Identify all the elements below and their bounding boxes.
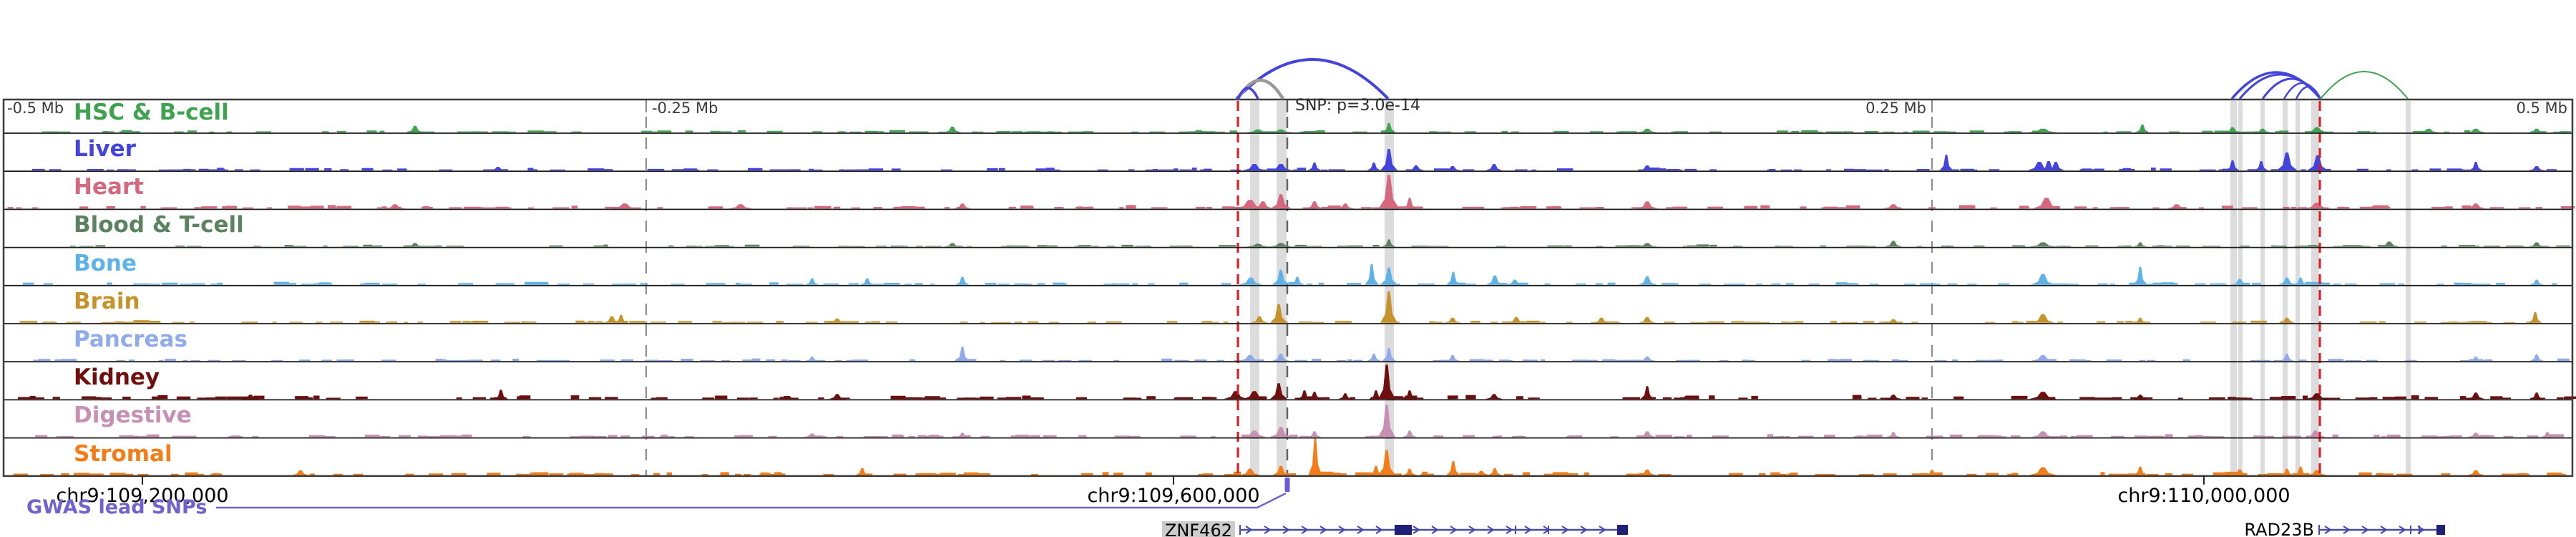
interaction-arc[interactable] [2295, 85, 2322, 100]
gene-label-znf462[interactable]: ZNF462 [1161, 521, 1235, 537]
gene-strand-arrows-RAD23B [2324, 526, 2425, 534]
highlight-band [2311, 101, 2319, 476]
signal-noise-8 [35, 434, 2564, 437]
signal-peaks-1 [489, 149, 2545, 170]
scale-label-minus-quarter: -0.25 Mb [652, 100, 718, 117]
signal-noise-2 [7, 205, 2575, 209]
signal-peaks-9 [292, 437, 2484, 475]
track-label-stromal: Stromal [74, 440, 172, 467]
track-label-hsc-b-cell: HSC & B-cell [74, 100, 229, 125]
gwas-lead-snps-label: GWAS lead SNPs [26, 496, 208, 518]
signal-noise-0 [42, 130, 2571, 132]
highlight-band [2260, 101, 2265, 476]
track-label-blood-t-cell: Blood & T-cell [74, 212, 244, 238]
scale-label-plus-quarter: 0.25 Mb [1865, 100, 1926, 117]
highlight-band [2283, 101, 2288, 476]
highlight-band [2296, 101, 2300, 476]
gene-exon-RAD23B[interactable] [2436, 525, 2445, 535]
interaction-arc[interactable] [1236, 87, 1259, 100]
track-label-kidney: Kidney [74, 364, 160, 391]
highlight-band [2238, 101, 2243, 476]
scale-label-plus-half: 0.5 Mb [2516, 100, 2567, 117]
track-label-heart: Heart [74, 174, 144, 200]
gene-label-rad23b[interactable]: RAD23B [2244, 520, 2314, 537]
gwas-pointer-line [216, 492, 1287, 509]
track-label-brain: Brain [74, 288, 140, 314]
track-label-pancreas: Pancreas [74, 326, 187, 352]
signal-noise-6 [33, 358, 2570, 362]
track-label-bone: Bone [74, 250, 137, 276]
scale-label-minus-half: -0.5 Mb [7, 100, 64, 117]
highlight-band [1277, 101, 1287, 476]
gene-exon-ZNF462[interactable] [1617, 525, 1628, 535]
signal-peaks-8 [804, 405, 2555, 437]
snp-pvalue-annotation: SNP: p=3.0e-14 [1295, 97, 1420, 115]
axis-tick-label: chr9:109,600,000 [1087, 485, 1260, 507]
highlight-band [1250, 101, 1259, 476]
axis-tick-label: chr9:110,000,000 [2117, 485, 2290, 507]
signal-noise-9 [13, 471, 2566, 475]
highlight-band [2406, 101, 2411, 476]
plot-frame [2, 98, 2574, 478]
signal-noise-3 [69, 244, 2570, 247]
gwas-snp-marker[interactable] [1284, 478, 1290, 492]
signal-peaks-2 [384, 175, 2487, 209]
track-label-liver: Liver [74, 136, 136, 162]
signal-peaks-5 [603, 291, 2542, 323]
track-label-digestive: Digestive [74, 402, 192, 429]
signal-noise-1 [31, 168, 2557, 171]
signal-noise-7 [17, 395, 2576, 400]
axis-tick-label: chr9:109,200,000 [56, 485, 229, 507]
interaction-arc[interactable] [2320, 71, 2409, 100]
highlight-band [2230, 101, 2237, 476]
signal-noise-4 [23, 281, 2557, 285]
gene-exon-ZNF462[interactable] [1395, 525, 1412, 535]
